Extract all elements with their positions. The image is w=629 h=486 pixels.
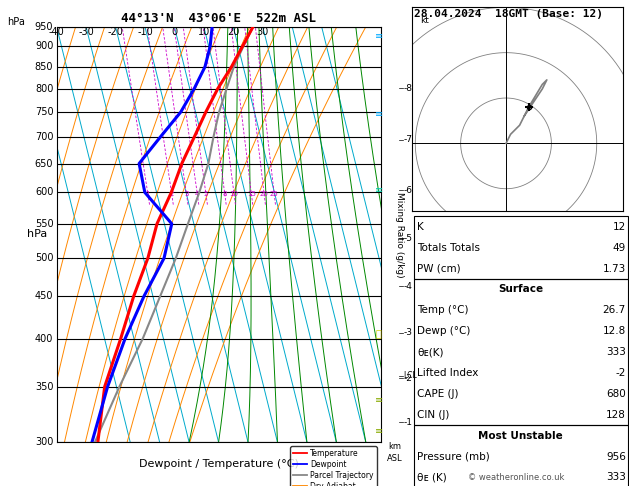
X-axis label: Dewpoint / Temperature (°C): Dewpoint / Temperature (°C) xyxy=(138,459,299,469)
Text: -2: -2 xyxy=(616,368,626,378)
Text: ASL: ASL xyxy=(387,454,402,463)
Text: 15: 15 xyxy=(247,191,255,196)
Text: Most Unstable: Most Unstable xyxy=(479,431,563,441)
Text: 450: 450 xyxy=(35,291,53,301)
Text: © weatheronline.co.uk: © weatheronline.co.uk xyxy=(467,473,564,482)
Text: 26.7: 26.7 xyxy=(603,305,626,315)
Text: ≡: ≡ xyxy=(375,185,382,195)
Text: 333: 333 xyxy=(606,347,626,357)
Text: 20: 20 xyxy=(227,27,240,37)
Text: km: km xyxy=(388,442,401,451)
Text: K: K xyxy=(417,222,424,232)
Text: Temp (°C): Temp (°C) xyxy=(417,305,469,315)
Text: 350: 350 xyxy=(35,382,53,392)
Text: 10: 10 xyxy=(230,191,238,196)
Text: 750: 750 xyxy=(35,107,53,117)
Text: 1.73: 1.73 xyxy=(603,263,626,274)
Text: 956: 956 xyxy=(606,451,626,462)
Text: 5: 5 xyxy=(204,191,208,196)
Text: 400: 400 xyxy=(35,333,53,344)
Text: 128: 128 xyxy=(606,410,626,420)
Text: -6: -6 xyxy=(403,186,412,194)
Text: -5: -5 xyxy=(403,234,412,243)
Text: 12.8: 12.8 xyxy=(603,326,626,336)
Text: Pressure (mb): Pressure (mb) xyxy=(417,451,490,462)
Text: -2: -2 xyxy=(403,374,412,382)
Text: CIN (J): CIN (J) xyxy=(417,410,449,420)
Text: -3: -3 xyxy=(403,328,412,337)
Text: ≡: ≡ xyxy=(375,31,382,41)
Text: 44°13'N  43°06'E  522m ASL: 44°13'N 43°06'E 522m ASL xyxy=(121,12,316,25)
Text: 8: 8 xyxy=(222,191,227,196)
Text: θᴇ (K): θᴇ (K) xyxy=(417,472,447,483)
Text: θᴇ(K): θᴇ(K) xyxy=(417,347,443,357)
Text: 900: 900 xyxy=(35,41,53,51)
Text: 500: 500 xyxy=(35,253,53,263)
Text: 680: 680 xyxy=(606,389,626,399)
Text: 49: 49 xyxy=(613,243,626,253)
Text: CAPE (J): CAPE (J) xyxy=(417,389,459,399)
Text: -20: -20 xyxy=(108,27,123,37)
Text: 3: 3 xyxy=(184,191,189,196)
Text: 850: 850 xyxy=(35,62,53,72)
Text: 25: 25 xyxy=(270,191,279,196)
Text: Lifted Index: Lifted Index xyxy=(417,368,479,378)
Text: 650: 650 xyxy=(35,158,53,169)
Text: 30: 30 xyxy=(257,27,269,37)
Text: hPa: hPa xyxy=(8,17,25,27)
Text: -30: -30 xyxy=(78,27,94,37)
Text: 28.04.2024  18GMT (Base: 12): 28.04.2024 18GMT (Base: 12) xyxy=(414,9,603,19)
Legend: Temperature, Dewpoint, Parcel Trajectory, Dry Adiabat, Wet Adiabat, Isotherm, Mi: Temperature, Dewpoint, Parcel Trajectory… xyxy=(291,446,377,486)
Text: LCL: LCL xyxy=(403,371,417,380)
Text: 10: 10 xyxy=(198,27,210,37)
Text: 0: 0 xyxy=(171,27,177,37)
Text: 550: 550 xyxy=(35,219,53,229)
Text: 800: 800 xyxy=(35,84,53,94)
Text: Surface: Surface xyxy=(498,284,543,295)
Text: hPa: hPa xyxy=(27,229,47,240)
Text: -1: -1 xyxy=(403,418,412,427)
Text: -7: -7 xyxy=(403,136,412,144)
Text: 333: 333 xyxy=(606,472,626,483)
Text: 20: 20 xyxy=(260,191,269,196)
Text: kt: kt xyxy=(420,17,429,25)
Text: 600: 600 xyxy=(35,188,53,197)
Text: 12: 12 xyxy=(613,222,626,232)
Text: PW (cm): PW (cm) xyxy=(417,263,460,274)
Text: ≡: ≡ xyxy=(375,109,382,120)
Text: 950: 950 xyxy=(35,22,53,32)
Text: ⌒: ⌒ xyxy=(376,328,382,338)
Text: Mixing Ratio (g/kg): Mixing Ratio (g/kg) xyxy=(395,191,404,278)
Text: 4: 4 xyxy=(195,191,199,196)
Text: Totals Totals: Totals Totals xyxy=(417,243,480,253)
Text: ≡: ≡ xyxy=(375,395,382,405)
Text: 1: 1 xyxy=(145,191,150,196)
Text: -40: -40 xyxy=(48,27,65,37)
Text: -10: -10 xyxy=(137,27,153,37)
Text: -8: -8 xyxy=(403,84,412,93)
Text: Dewp (°C): Dewp (°C) xyxy=(417,326,470,336)
Text: 2: 2 xyxy=(169,191,174,196)
Text: ≡: ≡ xyxy=(375,426,382,436)
Text: 700: 700 xyxy=(35,132,53,142)
Text: -4: -4 xyxy=(403,282,412,291)
Text: 300: 300 xyxy=(35,437,53,447)
